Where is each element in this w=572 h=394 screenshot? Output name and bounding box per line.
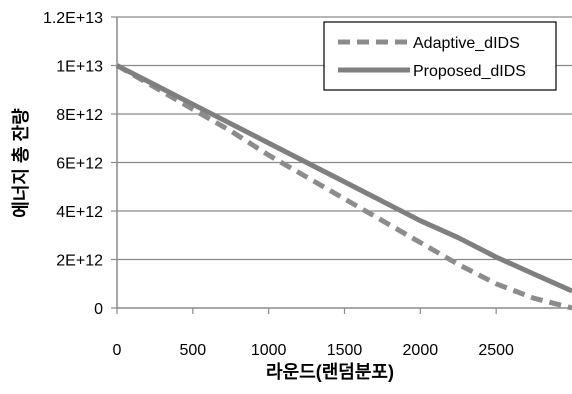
y-tick-label: 8E+12 (56, 107, 103, 124)
series-line-proposed-dids (115, 63, 572, 294)
x-tick-label: 1500 (327, 342, 363, 359)
x-tick-label: 2500 (478, 342, 514, 359)
y-tick-label: 6E+12 (56, 156, 103, 173)
legend-box (323, 21, 557, 91)
y-tick-label: 0 (94, 301, 103, 318)
y-axis-title: 에너지 총 잔량 (11, 108, 31, 218)
x-axis-title: 라운드(랜덤분포) (266, 362, 394, 382)
y-tick-label: 1E+13 (56, 59, 103, 76)
legend-label-adaptive: Adaptive_dIDS (413, 35, 520, 52)
series-line-adaptive-dids (115, 63, 572, 311)
legend-label-proposed: Proposed_dIDS (413, 63, 526, 80)
legend: Adaptive_dIDS Proposed_dIDS (323, 21, 557, 91)
y-tick-label: 1.2E+13 (43, 10, 103, 27)
y-tick-label: 2E+12 (56, 253, 103, 270)
series-lines (115, 63, 572, 311)
x-tick-label: 500 (179, 342, 206, 359)
x-tick-label: 2000 (403, 342, 439, 359)
y-tick-label: 4E+12 (56, 204, 103, 221)
x-tick-label: 0 (113, 342, 122, 359)
tick-labels: 0 2E+12 4E+12 6E+12 8E+12 1E+13 1.2E+13 0 500 100… (43, 10, 514, 359)
x-tick-label: 1000 (251, 342, 287, 359)
